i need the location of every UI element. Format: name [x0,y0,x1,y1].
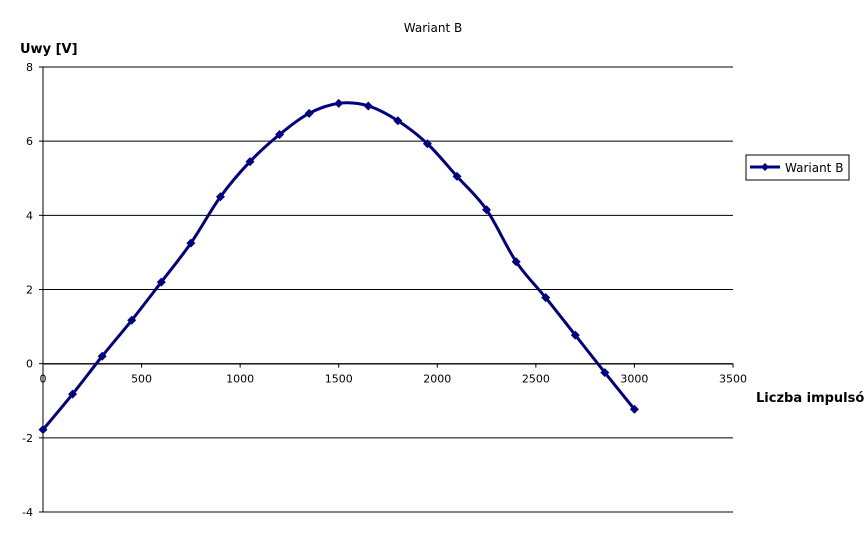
y-tick-label: -4 [22,506,33,519]
data-point [38,425,48,435]
y-tick-label: 6 [26,135,33,148]
legend: Wariant B [745,154,850,181]
data-point [215,192,225,202]
x-tick-label: 500 [131,373,152,386]
data-point [186,238,196,248]
y-tick-label: 8 [26,61,33,74]
x-tick-label: 2500 [522,373,550,386]
legend-label: Wariant B [785,161,843,175]
data-point [482,205,492,215]
y-tick-label: -2 [22,432,33,445]
data-point [511,257,521,267]
x-tick-label: 2000 [423,373,451,386]
data-point [570,330,580,340]
y-tick-label: 4 [26,209,33,222]
data-point [304,108,314,118]
data-point [68,389,78,399]
data-point [600,368,610,378]
data-point [629,404,639,414]
gridlines [43,66,733,513]
x-tick-label: 3000 [620,373,648,386]
data-point [97,351,107,361]
x-axis-label: Liczba impulsó [756,391,864,406]
data-point [245,157,255,167]
data-point [156,277,166,287]
legend-marker [761,163,769,171]
data-point [452,171,462,181]
chart-title: Wariant B [404,21,462,35]
series-group [38,98,639,435]
y-tick-label: 0 [26,358,33,371]
data-point [334,98,344,108]
data-point [422,139,432,149]
x-tick-label: 1000 [226,373,254,386]
y-ticks: -4 -2 0 2 4 6 8 [22,61,43,519]
data-point [363,101,373,111]
y-tick-label: 2 [26,284,33,297]
x-ticks: 0500100015002000250030003500 [40,363,747,386]
x-tick-label: 3500 [719,373,747,386]
data-point [127,315,137,325]
data-point [393,116,403,126]
data-point [275,129,285,139]
data-point [541,293,551,303]
y-axis-label: Uwy [V] [20,42,78,57]
x-tick-label: 1500 [325,373,353,386]
